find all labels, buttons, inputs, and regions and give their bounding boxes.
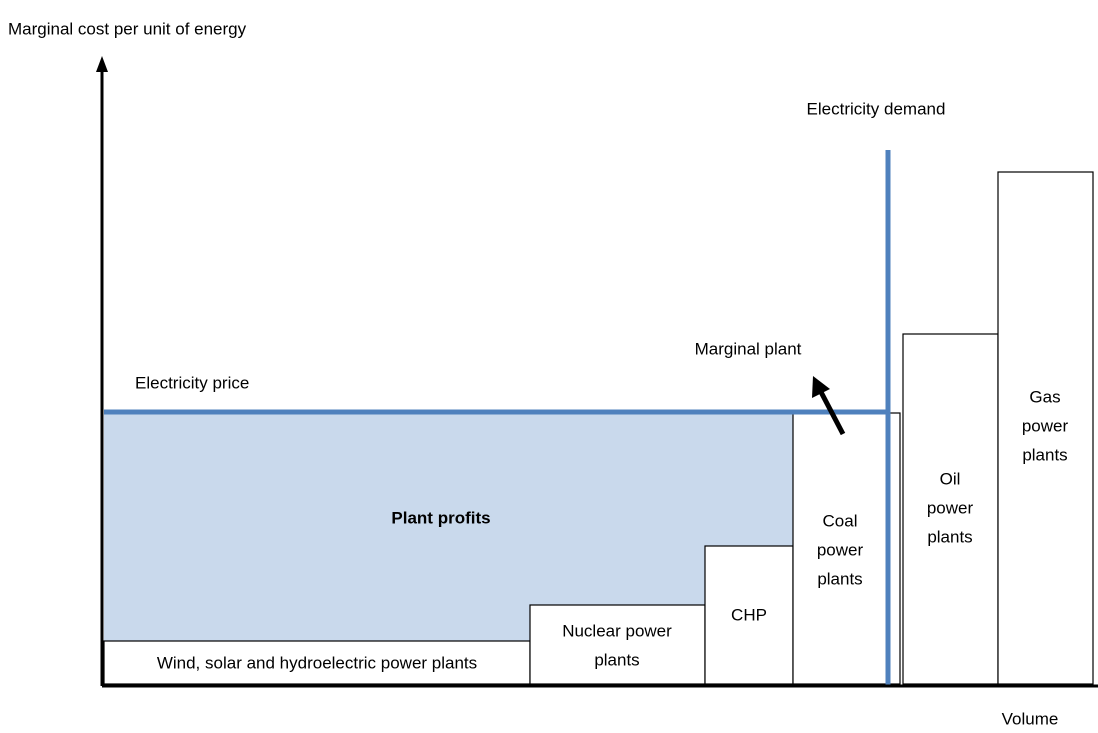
plant-label: power — [927, 498, 974, 517]
plant-label: CHP — [731, 605, 767, 624]
marginal-label: Marginal plant — [695, 339, 802, 358]
plant-label: plants — [817, 569, 862, 588]
plant-label: plants — [594, 650, 639, 669]
y-axis-arrow — [96, 56, 108, 72]
x-axis-label: Volume — [1002, 709, 1059, 728]
plant-label: Wind, solar and hydroelectric power plan… — [157, 653, 477, 672]
y-axis-label: Marginal cost per unit of energy — [8, 19, 247, 38]
plant-box — [103, 640, 531, 685]
plant-box — [792, 412, 901, 685]
marginal-arrow — [818, 390, 846, 436]
plant-label: Oil — [940, 469, 961, 488]
plant-label: Gas — [1029, 387, 1060, 406]
plant-box — [529, 604, 706, 685]
price-label: Electricity price — [135, 373, 249, 392]
demand-label: Electricity demand — [807, 99, 946, 118]
plant-box — [902, 333, 999, 685]
plant-label: Nuclear power — [562, 621, 672, 640]
plant-box — [997, 171, 1094, 685]
plant-label: power — [817, 540, 864, 559]
plant-label: power — [1022, 416, 1069, 435]
profit-label: Plant profits — [391, 508, 490, 527]
plant-label: Coal — [823, 511, 858, 530]
marginal-arrowhead — [812, 376, 830, 398]
plant-label: plants — [1022, 445, 1067, 464]
plant-box — [704, 545, 794, 685]
plant-label: plants — [927, 527, 972, 546]
